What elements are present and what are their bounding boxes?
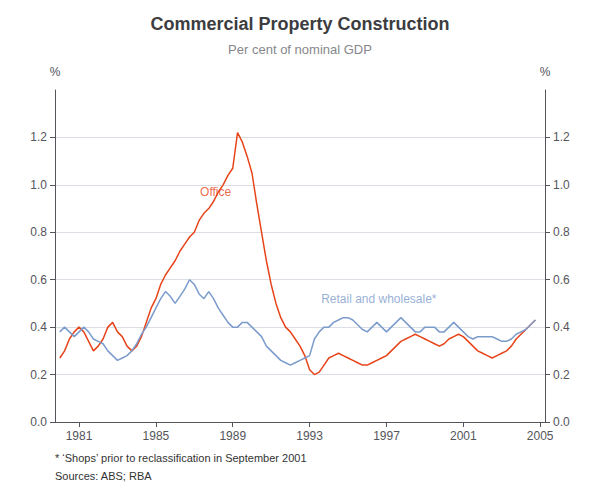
svg-text:0.6: 0.6 [30, 273, 47, 287]
svg-text:* ‘Shops’ prior to reclassific: * ‘Shops’ prior to reclassification in S… [55, 452, 307, 464]
svg-text:0.4: 0.4 [553, 320, 570, 334]
svg-text:0.4: 0.4 [30, 320, 47, 334]
svg-text:1.0: 1.0 [553, 178, 570, 192]
svg-text:0.6: 0.6 [553, 273, 570, 287]
svg-text:0.0: 0.0 [553, 415, 570, 429]
svg-text:1989: 1989 [219, 429, 246, 443]
svg-text:0.8: 0.8 [553, 225, 570, 239]
svg-text:1997: 1997 [373, 429, 400, 443]
svg-text:Office: Office [200, 185, 231, 199]
svg-text:2005: 2005 [527, 429, 554, 443]
svg-text:%: % [540, 65, 551, 79]
svg-text:0.2: 0.2 [30, 368, 47, 382]
svg-text:%: % [50, 65, 61, 79]
svg-text:1985: 1985 [143, 429, 170, 443]
svg-text:Commercial Property Constructi: Commercial Property Construction [150, 14, 449, 34]
svg-text:1.2: 1.2 [553, 130, 570, 144]
svg-text:Retail and wholesale*: Retail and wholesale* [321, 292, 437, 306]
svg-text:1.0: 1.0 [30, 178, 47, 192]
svg-text:1981: 1981 [66, 429, 93, 443]
svg-text:Sources: ABS; RBA: Sources: ABS; RBA [55, 470, 152, 482]
svg-text:2001: 2001 [450, 429, 477, 443]
svg-text:0.0: 0.0 [30, 415, 47, 429]
svg-text:1993: 1993 [296, 429, 323, 443]
svg-text:0.2: 0.2 [553, 368, 570, 382]
svg-text:Per cent of nominal GDP: Per cent of nominal GDP [228, 42, 372, 57]
svg-text:0.8: 0.8 [30, 225, 47, 239]
svg-text:1.2: 1.2 [30, 130, 47, 144]
